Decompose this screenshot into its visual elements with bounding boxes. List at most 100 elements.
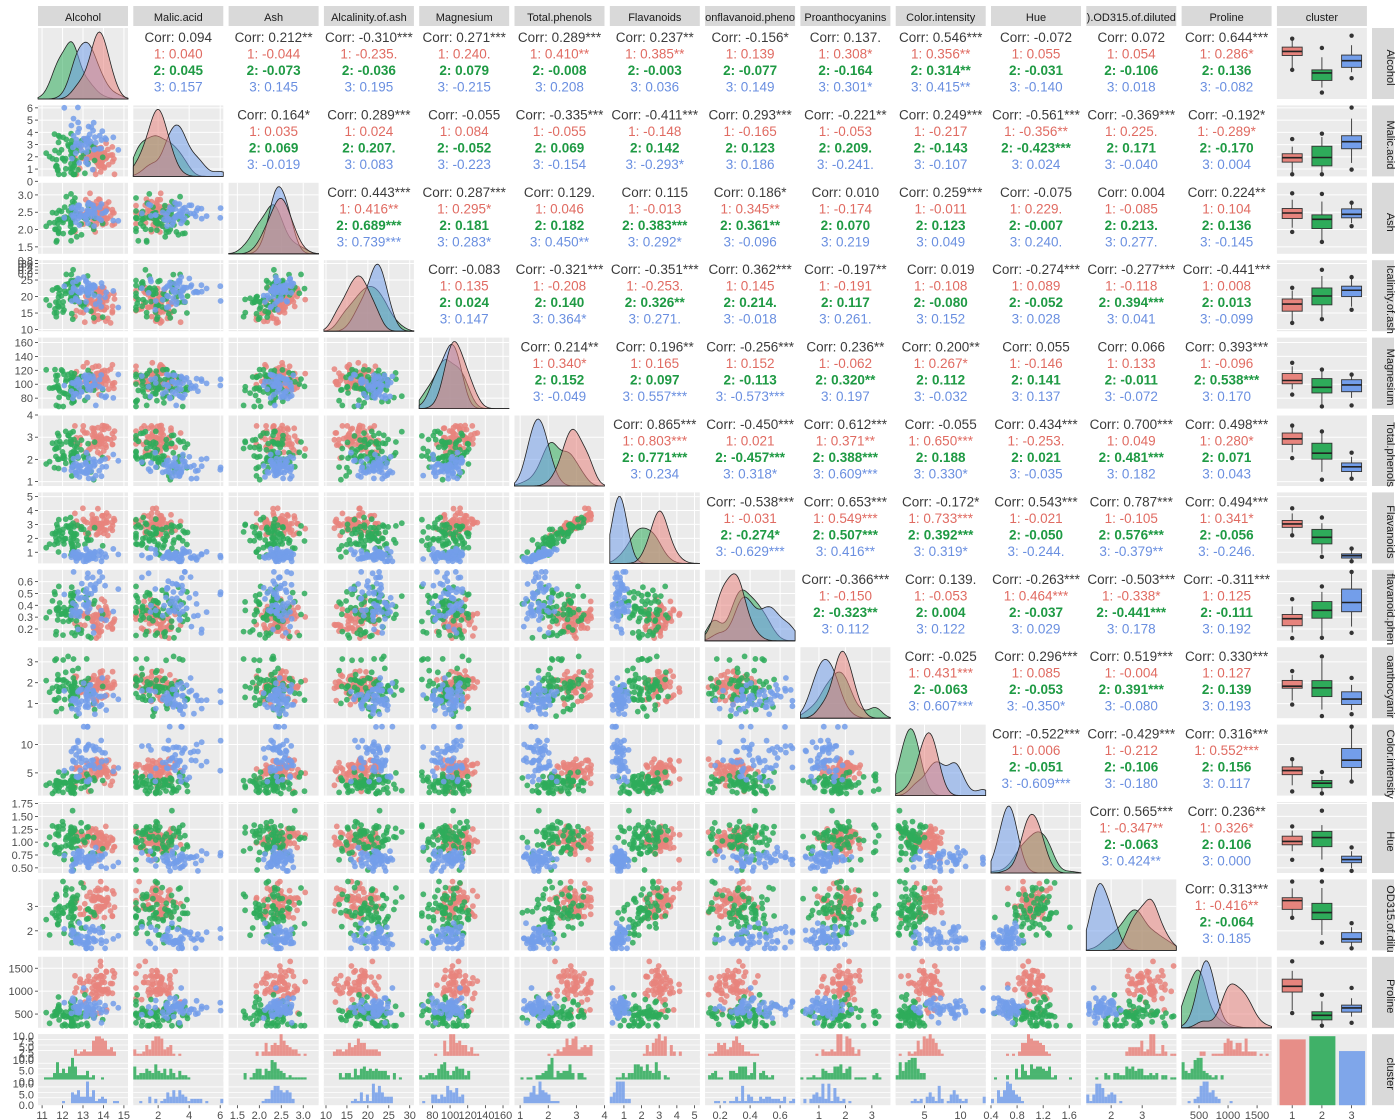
point-2-0-172: [86, 208, 93, 215]
point-4-1-71: [153, 368, 160, 374]
corr-text-6-9-0: Corr: -0.172*: [902, 494, 980, 509]
point-1-0-90: [55, 139, 62, 146]
point-4-3-149: [348, 375, 354, 382]
corr-text-3-10-2: 2: -0.052: [1009, 295, 1063, 310]
corr-text-4-9-3: 3: -0.032: [914, 389, 967, 404]
point-6-2-123: [263, 526, 270, 533]
corr-text-4-12-1: 1: -0.096: [1200, 356, 1253, 371]
top-strip-label-11: ).OD315.of.diluted: [1087, 12, 1176, 24]
top-strip-4: [419, 6, 510, 26]
point-4-1-157: [152, 380, 159, 386]
point-6-1-56: [145, 513, 152, 519]
point-3-0-175: [68, 289, 75, 296]
point-5-2-177: [283, 464, 290, 471]
point-5-2-79: [254, 454, 260, 460]
point-6-4-118: [432, 520, 438, 527]
corr-text-2-5-2: 2: 0.182: [535, 218, 585, 233]
top-strip-2: [228, 6, 319, 26]
corr-text-1-3-1: 1: 0.024: [345, 124, 394, 139]
corr-text-4-10-1: 1: -0.146: [1009, 356, 1062, 371]
point-3-1-107: [133, 282, 139, 289]
point-5-3-173: [364, 467, 371, 474]
corr-text-5-6-1: 1: 0.803***: [623, 434, 688, 449]
corr-text-5-6-2: 2: 0.771***: [622, 450, 688, 465]
point-5-1-22: [168, 425, 174, 432]
point-6-1-126: [135, 522, 142, 528]
point-5-4-120: [456, 437, 463, 443]
point-4-3-164: [376, 391, 382, 398]
corr-text-5-6-3: 3: 0.234: [630, 467, 679, 482]
point-6-4-124: [437, 514, 444, 521]
point-7-0-151: [90, 630, 97, 636]
corr-text-3-8-3: 3: 0.261.: [819, 312, 872, 327]
corr-text-2-12-2: 2: 0.136: [1202, 218, 1252, 233]
point-6-5-126: [568, 522, 574, 528]
point-5-3-84: [338, 476, 344, 483]
point-5-3-48: [331, 436, 338, 443]
scatter-1-0: [43, 104, 122, 178]
point-4-1-176: [170, 372, 177, 378]
corr-text-4-8-1: 1: -0.062: [819, 356, 872, 371]
point-5-2-97: [280, 432, 286, 439]
point-4-3-175: [370, 388, 376, 395]
point-4-1-147: [217, 382, 224, 389]
box-outlier-0-3-1: [1349, 33, 1354, 38]
point-3-1-118: [142, 266, 149, 273]
point-6-2-104: [256, 530, 263, 537]
corr-text-2-3-0: Corr: 0.443***: [327, 185, 411, 200]
point-2-1-118: [142, 215, 149, 222]
point-5-4-115: [423, 453, 430, 459]
point-4-0-44: [111, 385, 117, 392]
point-6-4-115: [423, 542, 430, 549]
point-4-3-96: [344, 383, 351, 390]
point-5-1-158: [148, 460, 154, 466]
corr-text-5-8-1: 1: 0.371**: [816, 434, 876, 449]
corr-text-0-5-3: 3: 0.208: [535, 80, 584, 95]
right-strip-12: [1372, 956, 1394, 1028]
point-4-0-135: [110, 395, 117, 401]
point-5-2-135: [267, 451, 274, 458]
point-2-1-169: [139, 210, 145, 217]
corr-text-0-7-0: Corr: -0.156*: [711, 30, 789, 45]
point-6-1-162: [187, 554, 194, 561]
point-2-0-100: [55, 230, 62, 237]
point-5-2-134: [280, 475, 286, 482]
point-6-3-177: [359, 554, 366, 561]
corr-text-0-9-3: 3: 0.415**: [911, 80, 971, 95]
point-4-1-174: [181, 376, 188, 383]
point-4-2-24: [302, 370, 309, 377]
corr-text-5-11-2: 2: 0.481***: [1099, 450, 1165, 465]
top-strip-label-0: Alcohol: [65, 12, 101, 24]
point-4-3-118: [398, 393, 405, 400]
point-7-1-158: [148, 602, 154, 609]
point-6-2-22: [284, 511, 291, 518]
point-4-2-176: [269, 372, 276, 378]
top-strip-6: [609, 6, 700, 26]
corr-text-4-10-0: Corr: 0.055: [1002, 340, 1070, 355]
point-3-1-102: [138, 280, 145, 286]
point-1-0-176: [82, 141, 89, 148]
point-2-1-80: [133, 195, 139, 201]
point-5-1-157: [152, 464, 159, 470]
point-7-1-114: [143, 628, 150, 635]
point-7-1-175: [195, 612, 201, 619]
point-5-4-164: [434, 461, 440, 468]
corr-text-1-2-0: Corr: 0.164*: [237, 107, 311, 122]
point-4-3-177: [359, 376, 366, 383]
point-7-2-112: [301, 590, 308, 597]
point-5-3-168: [385, 470, 391, 477]
point-7-0-155: [75, 594, 81, 601]
corr-panel-5-8: Corr: 0.612***1: 0.371**2: 0.388***3: 0.…: [804, 417, 888, 482]
corr-text-4-11-0: Corr: 0.066: [1098, 340, 1166, 355]
corr-text-5-9-0: Corr: -0.055: [905, 417, 977, 432]
point-1-0-155: [75, 129, 81, 136]
point-6-4-174: [452, 548, 459, 554]
point-3-0-144: [98, 303, 105, 310]
corr-text-0-4-3: 3: -0.215: [438, 80, 491, 95]
point-7-1-118: [142, 593, 149, 599]
point-7-1-160: [198, 626, 205, 633]
point-5-3-123: [354, 446, 361, 453]
point-4-1-114: [143, 402, 150, 409]
corr-text-3-12-3: 3: -0.099: [1200, 312, 1253, 327]
